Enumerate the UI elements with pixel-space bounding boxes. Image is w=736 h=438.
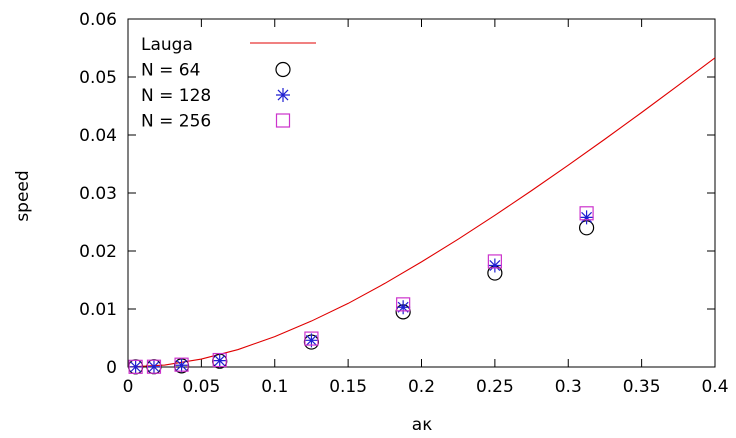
data-point [213,354,227,368]
y-tick-label: 0.06 [79,10,117,30]
series-lauga [128,58,715,367]
y-tick-label: 0.05 [79,68,117,88]
y-tick-label: 0.01 [79,300,117,320]
x-tick-label: 0.1 [261,377,288,397]
x-axis: 0 0.05 0.1 0.15 0.2 0.25 0.3 0.35 0.4 [123,19,729,397]
legend-label: Lauga [141,35,193,55]
x-tick-label: 0.4 [701,377,728,397]
x-tick-label: 0 [123,377,134,397]
y-axis-label: speed [13,170,33,221]
legend-swatch [276,63,290,77]
legend-swatch [277,114,290,127]
data-point [580,210,594,224]
series-n-64 [129,221,594,374]
y-tick-label: 0.04 [79,126,117,146]
legend: Lauga N = 64 N = 128 N = 256 [141,35,316,132]
data-point [129,360,143,374]
legend-swatch [276,88,290,102]
plot-border [128,19,715,367]
data-point [175,358,189,372]
legend-label: N = 128 [141,86,211,106]
x-tick-label: 0.35 [623,377,661,397]
lauga-curve [128,58,715,367]
x-tick-label: 0.25 [476,377,514,397]
series-n-128 [129,210,594,373]
legend-label: N = 64 [141,61,200,81]
data-point [396,300,410,314]
x-tick-label: 0.05 [182,377,220,397]
x-tick-label: 0.3 [555,377,582,397]
y-tick-label: 0.02 [79,242,117,262]
legend-label: N = 256 [141,112,211,132]
x-axis-label: aκ [412,415,432,435]
data-point [147,360,161,374]
plot-frame [128,19,715,367]
x-tick-label: 0.2 [408,377,435,397]
series-n-256 [129,207,593,374]
data-point [488,259,502,273]
x-tick-label: 0.15 [329,377,367,397]
y-tick-label: 0.03 [79,184,117,204]
series-layer [128,58,715,374]
y-tick-label: 0 [106,358,117,378]
